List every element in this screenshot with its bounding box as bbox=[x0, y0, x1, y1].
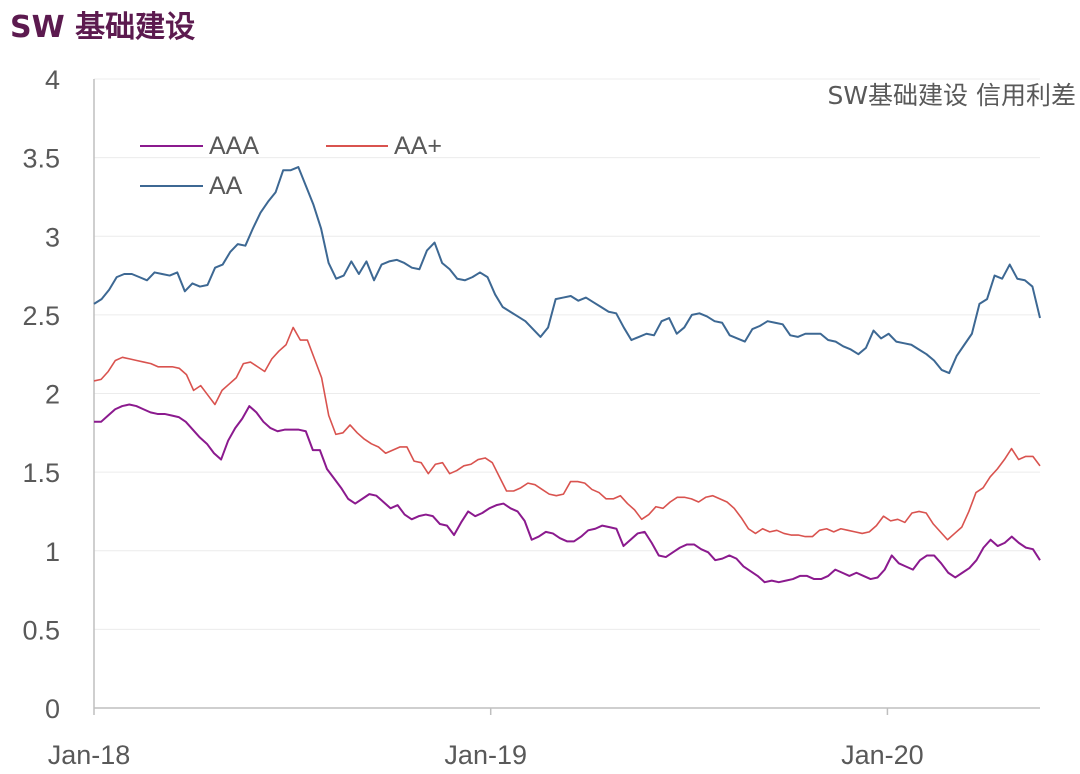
page-title: SW 基础建设 bbox=[10, 10, 196, 45]
legend: AAA AA+ AA bbox=[140, 132, 442, 200]
series-lines bbox=[93, 166, 1041, 584]
series-line-aa-plus bbox=[93, 326, 1041, 541]
y-tick-label: 1.5 bbox=[22, 458, 60, 488]
gridlines bbox=[94, 78, 1040, 630]
x-tick-label: Jan-18 bbox=[48, 740, 131, 770]
chart-title: SW基础建设 信用利差 bbox=[827, 81, 1076, 110]
y-tick-label: 1 bbox=[45, 537, 60, 567]
x-tick-label: Jan-20 bbox=[841, 740, 924, 770]
legend-label-aaa: AAA bbox=[209, 132, 259, 160]
y-tick-label: 2.5 bbox=[22, 301, 60, 331]
axes bbox=[93, 79, 1040, 709]
y-axis-ticks: 0 0.5 1 1.5 2 2.5 3 3.5 4 bbox=[22, 65, 60, 724]
legend-label-aa-plus: AA+ bbox=[394, 132, 442, 160]
y-tick-label: 4 bbox=[45, 65, 60, 95]
x-tick-label: Jan-19 bbox=[444, 740, 527, 770]
y-tick-label: 3.5 bbox=[22, 144, 60, 174]
y-tick-label: 3 bbox=[45, 222, 60, 252]
y-tick-label: 2 bbox=[45, 380, 60, 410]
y-tick-label: 0.5 bbox=[22, 615, 60, 645]
legend-label-aa: AA bbox=[209, 172, 243, 200]
series-line-aa bbox=[93, 166, 1041, 375]
y-tick-label: 0 bbox=[45, 694, 60, 724]
x-axis-ticks: Jan-18 Jan-19 Jan-20 bbox=[48, 708, 924, 770]
series-line-aaa bbox=[94, 403, 1041, 584]
